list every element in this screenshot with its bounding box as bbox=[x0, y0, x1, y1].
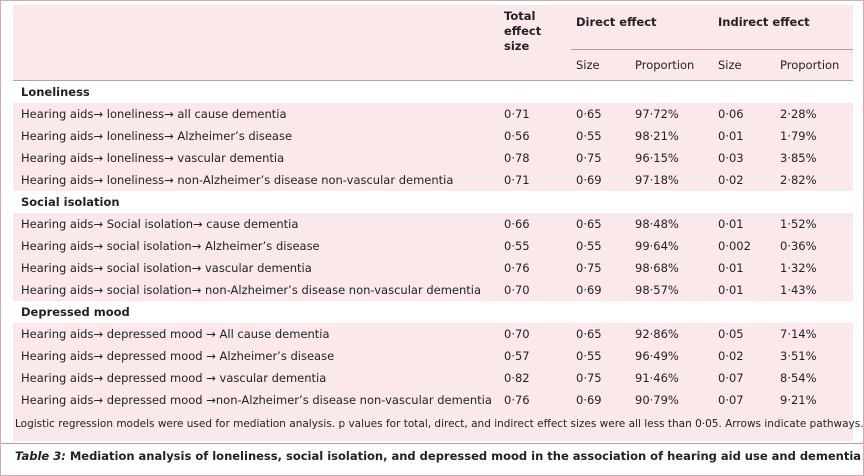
cell: 0·02 bbox=[718, 173, 744, 187]
row-label: Hearing aids→ depressed mood →non-Alzhei… bbox=[21, 393, 492, 407]
cell: 0·55 bbox=[504, 239, 530, 253]
section-row bbox=[13, 301, 853, 323]
cell: 0·01 bbox=[718, 129, 744, 143]
cell: 0·65 bbox=[576, 327, 602, 341]
row-label: Hearing aids→ social isolation→ Alzheime… bbox=[21, 239, 320, 253]
cell: 0·76 bbox=[504, 393, 530, 407]
cell: 0·71 bbox=[504, 107, 530, 121]
section-row bbox=[13, 191, 853, 213]
cell: 3·51% bbox=[780, 349, 817, 363]
rule bbox=[1, 443, 863, 444]
cell: 0·65 bbox=[576, 107, 602, 121]
cell: 0·69 bbox=[576, 283, 602, 297]
header-direct: Direct effect bbox=[576, 15, 657, 29]
cell: 0·55 bbox=[576, 349, 602, 363]
row-label: Hearing aids→ loneliness→ all cause deme… bbox=[21, 107, 287, 121]
cell: 0·66 bbox=[504, 217, 530, 231]
cell: 0·07 bbox=[718, 393, 744, 407]
cell: 7·14% bbox=[780, 327, 817, 341]
cell: 1·79% bbox=[780, 129, 817, 143]
row-label: Hearing aids→ loneliness→ vascular demen… bbox=[21, 151, 285, 165]
table-background bbox=[13, 5, 853, 441]
header-total: Total effect size bbox=[504, 9, 542, 53]
row-label: Hearing aids→ depressed mood → Alzheimer… bbox=[21, 349, 335, 363]
rule bbox=[13, 80, 853, 81]
cell: 2·82% bbox=[780, 173, 817, 187]
row-label: Hearing aids→ social isolation→ non-Alzh… bbox=[21, 283, 482, 297]
cell: 0·002 bbox=[718, 239, 751, 253]
cell: 98·48% bbox=[635, 217, 679, 231]
cell: 0·76 bbox=[504, 261, 530, 275]
cell: 0·70 bbox=[504, 327, 530, 341]
row-label: Hearing aids→ Social isolation→ cause de… bbox=[21, 217, 299, 231]
cell: 0·06 bbox=[718, 107, 744, 121]
cell: 0·57 bbox=[504, 349, 530, 363]
rule bbox=[571, 49, 853, 50]
cell: 0·55 bbox=[576, 129, 602, 143]
cell: 0·65 bbox=[576, 217, 602, 231]
cell: 0·71 bbox=[504, 173, 530, 187]
cell: 0·75 bbox=[576, 371, 602, 385]
row-label: Hearing aids→ social isolation→ vascular… bbox=[21, 261, 312, 275]
section-row bbox=[13, 81, 853, 103]
cell: 0·01 bbox=[718, 261, 744, 275]
cell: 0·05 bbox=[718, 327, 744, 341]
cell: 0·07 bbox=[718, 371, 744, 385]
caption-text: Mediation analysis of loneliness, social… bbox=[65, 449, 862, 463]
cell: 0·03 bbox=[718, 151, 744, 165]
cell: 98·68% bbox=[635, 261, 679, 275]
cell: 0·70 bbox=[504, 283, 530, 297]
cell: 0·36% bbox=[780, 239, 817, 253]
cell: 0·56 bbox=[504, 129, 530, 143]
cell: 90·79% bbox=[635, 393, 679, 407]
row-label: Hearing aids→ depressed mood → vascular … bbox=[21, 371, 327, 385]
cell: 1·43% bbox=[780, 283, 817, 297]
subheader: Proportion bbox=[635, 58, 695, 72]
cell: 96·15% bbox=[635, 151, 679, 165]
cell: 1·32% bbox=[780, 261, 817, 275]
cell: 0·69 bbox=[576, 393, 602, 407]
cell: 1·52% bbox=[780, 217, 817, 231]
cell: 99·64% bbox=[635, 239, 679, 253]
cell: 0·82 bbox=[504, 371, 530, 385]
row-label: Hearing aids→ loneliness→ non-Alzheimer’… bbox=[21, 173, 454, 187]
cell: 9·21% bbox=[780, 393, 817, 407]
section-title: Depressed mood bbox=[21, 305, 130, 319]
cell: 0·55 bbox=[576, 239, 602, 253]
cell: 96·49% bbox=[635, 349, 679, 363]
cell: 0·02 bbox=[718, 349, 744, 363]
cell: 0·01 bbox=[718, 217, 744, 231]
row-label: Hearing aids→ loneliness→ Alzheimer’s di… bbox=[21, 129, 293, 143]
cell: 91·46% bbox=[635, 371, 679, 385]
cell: 8·54% bbox=[780, 371, 817, 385]
subheader: Proportion bbox=[780, 58, 840, 72]
subheader: Size bbox=[718, 58, 742, 72]
cell: 3·85% bbox=[780, 151, 817, 165]
row-label: Hearing aids→ depressed mood → All cause… bbox=[21, 327, 330, 341]
section-title: Loneliness bbox=[21, 85, 90, 99]
cell: 98·21% bbox=[635, 129, 679, 143]
cell: 97·72% bbox=[635, 107, 679, 121]
cell: 0·75 bbox=[576, 151, 602, 165]
caption: Table 3: Mediation analysis of lonelines… bbox=[15, 445, 861, 467]
section-title: Social isolation bbox=[21, 195, 120, 209]
cell: 0·78 bbox=[504, 151, 530, 165]
cell: 0·75 bbox=[576, 261, 602, 275]
caption-label: Table 3: bbox=[15, 449, 66, 463]
cell: 92·86% bbox=[635, 327, 679, 341]
cell: 0·01 bbox=[718, 283, 744, 297]
cell: 0·69 bbox=[576, 173, 602, 187]
header-indirect: Indirect effect bbox=[718, 15, 810, 29]
footnote: Logistic regression models were used for… bbox=[15, 418, 864, 430]
cell: 98·57% bbox=[635, 283, 679, 297]
cell: 2·28% bbox=[780, 107, 817, 121]
cell: 97·18% bbox=[635, 173, 679, 187]
subheader: Size bbox=[576, 58, 600, 72]
